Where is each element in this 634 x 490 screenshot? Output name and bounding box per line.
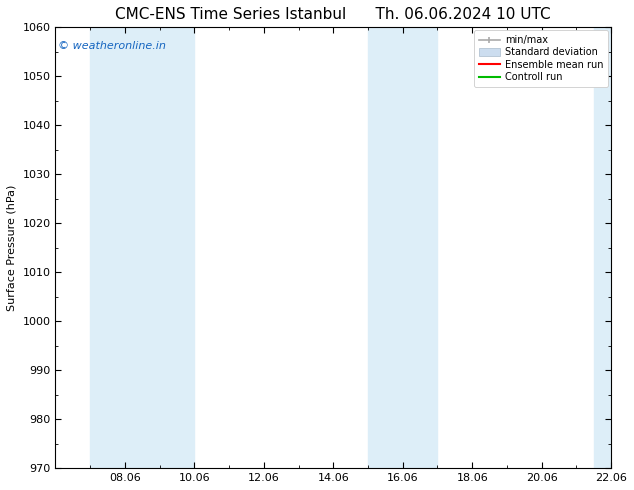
Y-axis label: Surface Pressure (hPa): Surface Pressure (hPa): [7, 185, 17, 311]
Bar: [90, 27, 195, 468]
Bar: [594, 27, 611, 468]
Title: CMC-ENS Time Series Istanbul      Th. 06.06.2024 10 UTC: CMC-ENS Time Series Istanbul Th. 06.06.2…: [115, 7, 551, 22]
Bar: [368, 27, 437, 468]
Legend: min/max, Standard deviation, Ensemble mean run, Controll run: min/max, Standard deviation, Ensemble me…: [474, 30, 608, 87]
Text: © weatheronline.in: © weatheronline.in: [58, 41, 166, 50]
